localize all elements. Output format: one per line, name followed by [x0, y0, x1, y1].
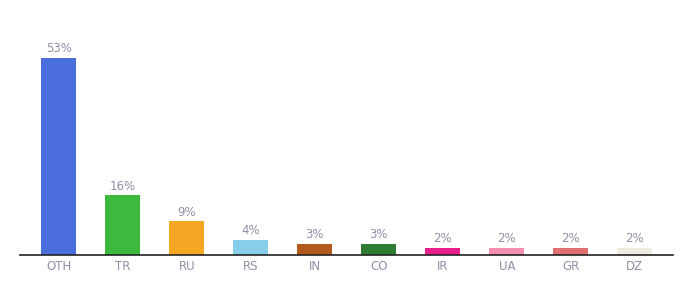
Bar: [105, 195, 140, 255]
Text: 9%: 9%: [177, 206, 196, 219]
Bar: [361, 244, 396, 255]
Bar: [41, 58, 76, 255]
Text: 4%: 4%: [241, 224, 260, 238]
Bar: [425, 248, 460, 255]
Bar: [169, 221, 205, 255]
Text: 2%: 2%: [433, 232, 452, 245]
Bar: [554, 248, 588, 255]
Text: 3%: 3%: [305, 228, 324, 241]
Bar: [489, 248, 524, 255]
Text: 2%: 2%: [562, 232, 580, 245]
Text: 3%: 3%: [369, 228, 388, 241]
Text: 16%: 16%: [109, 180, 136, 193]
Bar: [297, 244, 333, 255]
Text: 53%: 53%: [46, 42, 71, 55]
Text: 2%: 2%: [626, 232, 644, 245]
Bar: [617, 248, 652, 255]
Text: 2%: 2%: [498, 232, 516, 245]
Bar: [233, 240, 269, 255]
